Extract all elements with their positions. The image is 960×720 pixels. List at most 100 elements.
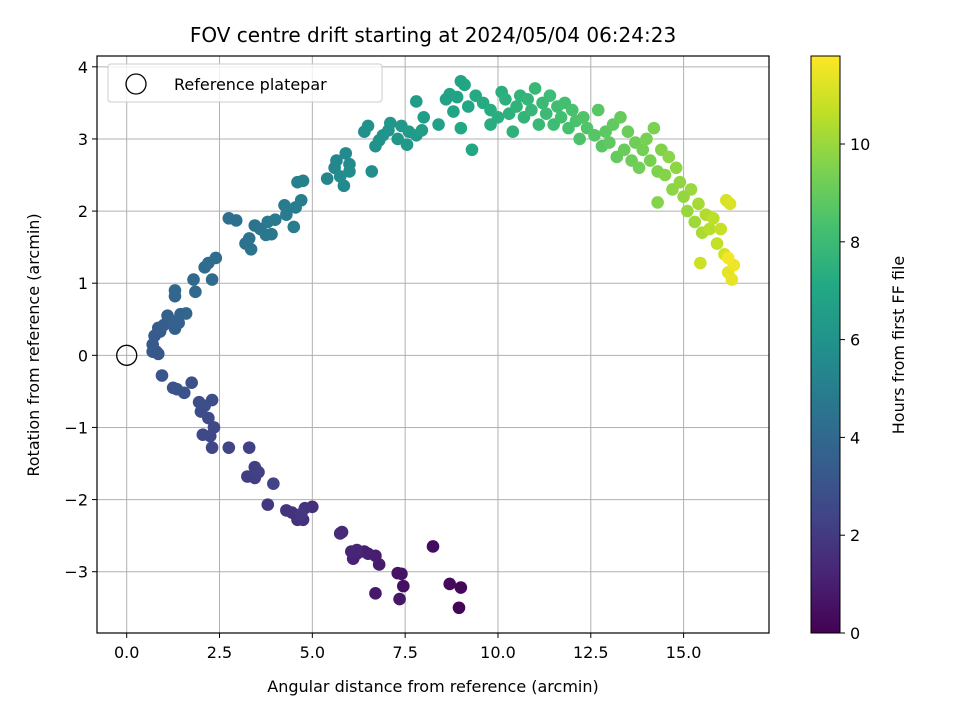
colorbar-tick-label: 10 <box>850 135 870 154</box>
data-point <box>725 273 739 286</box>
data-point <box>525 103 538 117</box>
data-point <box>185 376 198 390</box>
data-point <box>426 540 440 553</box>
colorbar-gradient <box>810 55 841 634</box>
scatter-points <box>146 74 741 615</box>
x-axis-label: Angular distance from reference (arcmin) <box>267 677 598 696</box>
data-point <box>539 107 553 120</box>
data-point <box>621 125 635 139</box>
data-point <box>261 498 275 511</box>
data-point <box>361 119 375 133</box>
data-point <box>196 428 210 441</box>
data-point <box>415 123 429 137</box>
data-point <box>643 154 657 167</box>
legend-label-reference: Reference platepar <box>174 75 327 94</box>
data-point <box>268 213 282 227</box>
data-point <box>267 477 280 491</box>
data-point <box>617 143 631 157</box>
data-point <box>296 174 310 188</box>
data-point <box>187 273 200 286</box>
data-point <box>703 222 716 236</box>
data-point <box>651 196 664 209</box>
y-tick-label: −1 <box>64 418 88 437</box>
data-point <box>591 103 605 117</box>
data-point <box>614 111 627 124</box>
data-point <box>343 165 356 178</box>
data-point <box>577 111 590 124</box>
x-tick-label: 7.5 <box>392 643 417 662</box>
data-point <box>400 138 414 152</box>
data-point <box>417 111 431 124</box>
colorbar-label: Hours from first FF file <box>889 256 908 435</box>
data-point <box>166 381 180 395</box>
data-point <box>209 251 223 265</box>
data-point <box>229 214 243 227</box>
data-point <box>252 465 265 479</box>
data-point <box>384 116 397 130</box>
data-point <box>198 399 211 413</box>
data-point <box>723 197 737 211</box>
data-point <box>391 132 405 146</box>
y-tick-label: 1 <box>78 274 88 293</box>
x-tick-label: 5.0 <box>300 643 325 662</box>
data-point <box>521 92 534 106</box>
data-point <box>339 147 353 160</box>
legend-marker-reference <box>125 73 147 95</box>
data-point <box>432 118 445 131</box>
data-point <box>395 567 408 581</box>
data-point <box>205 273 219 286</box>
data-point <box>207 421 221 434</box>
data-point <box>151 347 165 361</box>
data-point <box>543 89 557 102</box>
colorbar-tick-label: 4 <box>850 428 860 447</box>
data-point <box>710 237 724 250</box>
data-point <box>222 441 236 454</box>
data-point <box>528 82 542 95</box>
data-point <box>409 95 423 108</box>
data-point <box>280 208 293 221</box>
data-point <box>658 168 672 182</box>
data-point <box>499 92 512 106</box>
y-tick-label: 2 <box>78 202 88 221</box>
colorbar: 0 2 4 6 8 10 Hours from first FF file <box>810 55 908 643</box>
data-point <box>265 227 278 241</box>
data-point <box>452 601 466 615</box>
y-tick-label: −2 <box>64 491 88 510</box>
data-point <box>155 369 169 382</box>
data-point <box>573 132 586 146</box>
data-point <box>640 132 653 146</box>
data-point <box>565 103 579 117</box>
data-point <box>647 121 661 135</box>
data-point <box>242 232 256 245</box>
data-point <box>320 172 334 185</box>
y-tick-label: 0 <box>78 346 88 365</box>
data-point <box>510 100 523 113</box>
x-tick-label: 10.0 <box>480 643 516 662</box>
data-point <box>491 111 505 124</box>
data-point <box>662 150 676 164</box>
x-tick-label: 2.5 <box>207 643 232 662</box>
data-point <box>294 507 308 521</box>
data-point <box>443 577 457 591</box>
data-point <box>461 100 475 113</box>
colorbar-ticks: 0 2 4 6 8 10 <box>840 135 870 643</box>
x-axis-ticks: 0.0 2.5 5.0 7.5 10.0 12.5 15.0 <box>114 633 701 662</box>
data-point <box>179 307 193 320</box>
data-point <box>333 527 347 540</box>
data-point <box>396 579 410 593</box>
data-point <box>588 129 601 142</box>
data-point <box>205 441 219 454</box>
data-point <box>168 284 182 297</box>
data-point <box>632 161 646 175</box>
data-point <box>692 197 705 211</box>
data-point <box>294 193 308 207</box>
data-point <box>532 118 546 131</box>
legend: Reference platepar <box>107 63 383 103</box>
data-point <box>694 256 707 270</box>
data-point <box>369 587 382 600</box>
data-point <box>330 154 343 167</box>
data-point <box>365 165 379 178</box>
data-point <box>688 215 702 229</box>
y-tick-label: 4 <box>78 58 88 77</box>
